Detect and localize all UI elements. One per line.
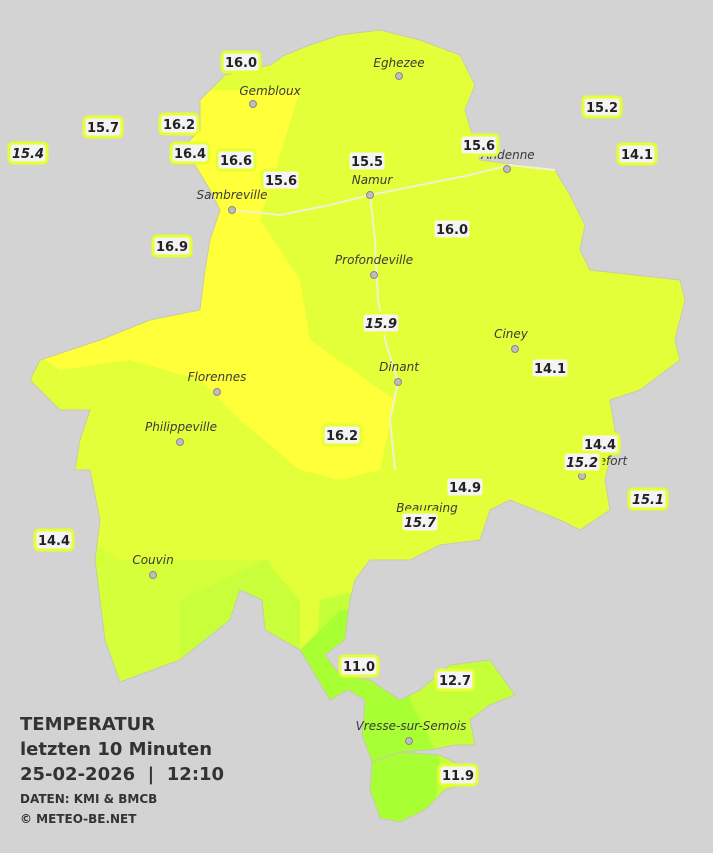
station-temp: 15.5: [351, 155, 383, 170]
station-box: [169, 141, 211, 165]
station-box: [434, 668, 476, 692]
station-box: [581, 95, 623, 119]
station-temp: 15.2: [586, 101, 618, 116]
river: [229, 163, 556, 217]
station-temp: 15.2: [566, 456, 598, 471]
city-label: Philippeville: [145, 420, 217, 434]
station-box: [458, 133, 500, 157]
river: [369, 194, 400, 471]
city-dot: [503, 165, 511, 173]
station-box: [561, 450, 603, 474]
station-temp: 14.1: [621, 148, 653, 163]
city-dot: [213, 388, 221, 396]
station-temp: 11.9: [442, 769, 474, 784]
station-box: [33, 528, 75, 552]
station-temp: 14.4: [38, 534, 70, 549]
station-box: [321, 423, 363, 447]
city-label: Florennes: [188, 370, 247, 384]
station-temp: 14.9: [449, 481, 481, 496]
city-label: Sambreville: [196, 188, 267, 202]
station-box: [399, 510, 441, 534]
station-temp: 15.7: [404, 516, 437, 531]
legend-period: letzten 10 Minuten: [20, 739, 212, 760]
city-label: Gembloux: [239, 84, 301, 98]
city-dot: [395, 72, 403, 80]
city-label: Ciney: [494, 327, 529, 341]
station-box: [151, 234, 193, 258]
station-box: [627, 487, 669, 511]
city-dot: [370, 271, 378, 279]
city-label: Eghezee: [373, 56, 424, 70]
station-temp: 16.6: [220, 154, 252, 169]
station-temp: 16.4: [174, 147, 206, 162]
station-box: [260, 168, 302, 192]
station-box: [616, 142, 658, 166]
station-box: [431, 217, 473, 241]
station-temp: 16.9: [156, 240, 188, 255]
station-box: [437, 763, 479, 787]
legend-copyright: © METEO-BE.NET: [20, 812, 137, 826]
city-dot: [249, 100, 257, 108]
station-temp: 12.7: [439, 674, 471, 689]
city-label: Dinant: [379, 360, 420, 374]
city-dot: [511, 345, 519, 353]
station-box: [444, 475, 486, 499]
station-box: [360, 311, 402, 335]
station-box: [338, 654, 380, 678]
station-box: [82, 115, 124, 139]
station-temp: 16.0: [436, 223, 468, 238]
city-dot: [149, 571, 157, 579]
city-label: Namur: [352, 173, 394, 187]
station-temp: 15.4: [12, 147, 44, 162]
city-dot: [394, 378, 402, 386]
city-label: Vresse-sur-Semois: [356, 719, 467, 733]
station-temp: 15.9: [365, 317, 397, 332]
city-dot: [366, 191, 374, 199]
station-temp: 16.2: [326, 429, 358, 444]
station-temp: 15.6: [265, 174, 297, 189]
station-temp: 14.4: [584, 438, 616, 453]
station-box: [346, 149, 388, 173]
station-temp: 14.1: [534, 362, 566, 377]
legend-title: TEMPERATUR: [20, 714, 155, 735]
city-label: Profondeville: [335, 253, 413, 267]
city-dot: [405, 737, 413, 745]
station-box: [529, 356, 571, 380]
station-temp: 15.6: [463, 139, 495, 154]
station-temp: 11.0: [343, 660, 375, 675]
station-temp: 16.0: [225, 56, 257, 71]
city-dot: [578, 472, 586, 480]
city-dot: [176, 438, 184, 446]
city-label: Couvin: [132, 553, 173, 567]
legend-datetime: 25-02-2026 | 12:10: [20, 764, 224, 785]
station-box: [220, 50, 262, 74]
station-temp: 16.2: [163, 118, 195, 133]
station-temp: 15.1: [632, 493, 664, 508]
station-box: [158, 112, 200, 136]
station-box: [7, 141, 49, 165]
legend-source: DATEN: KMI & BMCB: [20, 792, 157, 806]
station-box: [215, 148, 257, 172]
city-dot: [228, 206, 236, 214]
station-temp: 15.7: [87, 121, 119, 136]
